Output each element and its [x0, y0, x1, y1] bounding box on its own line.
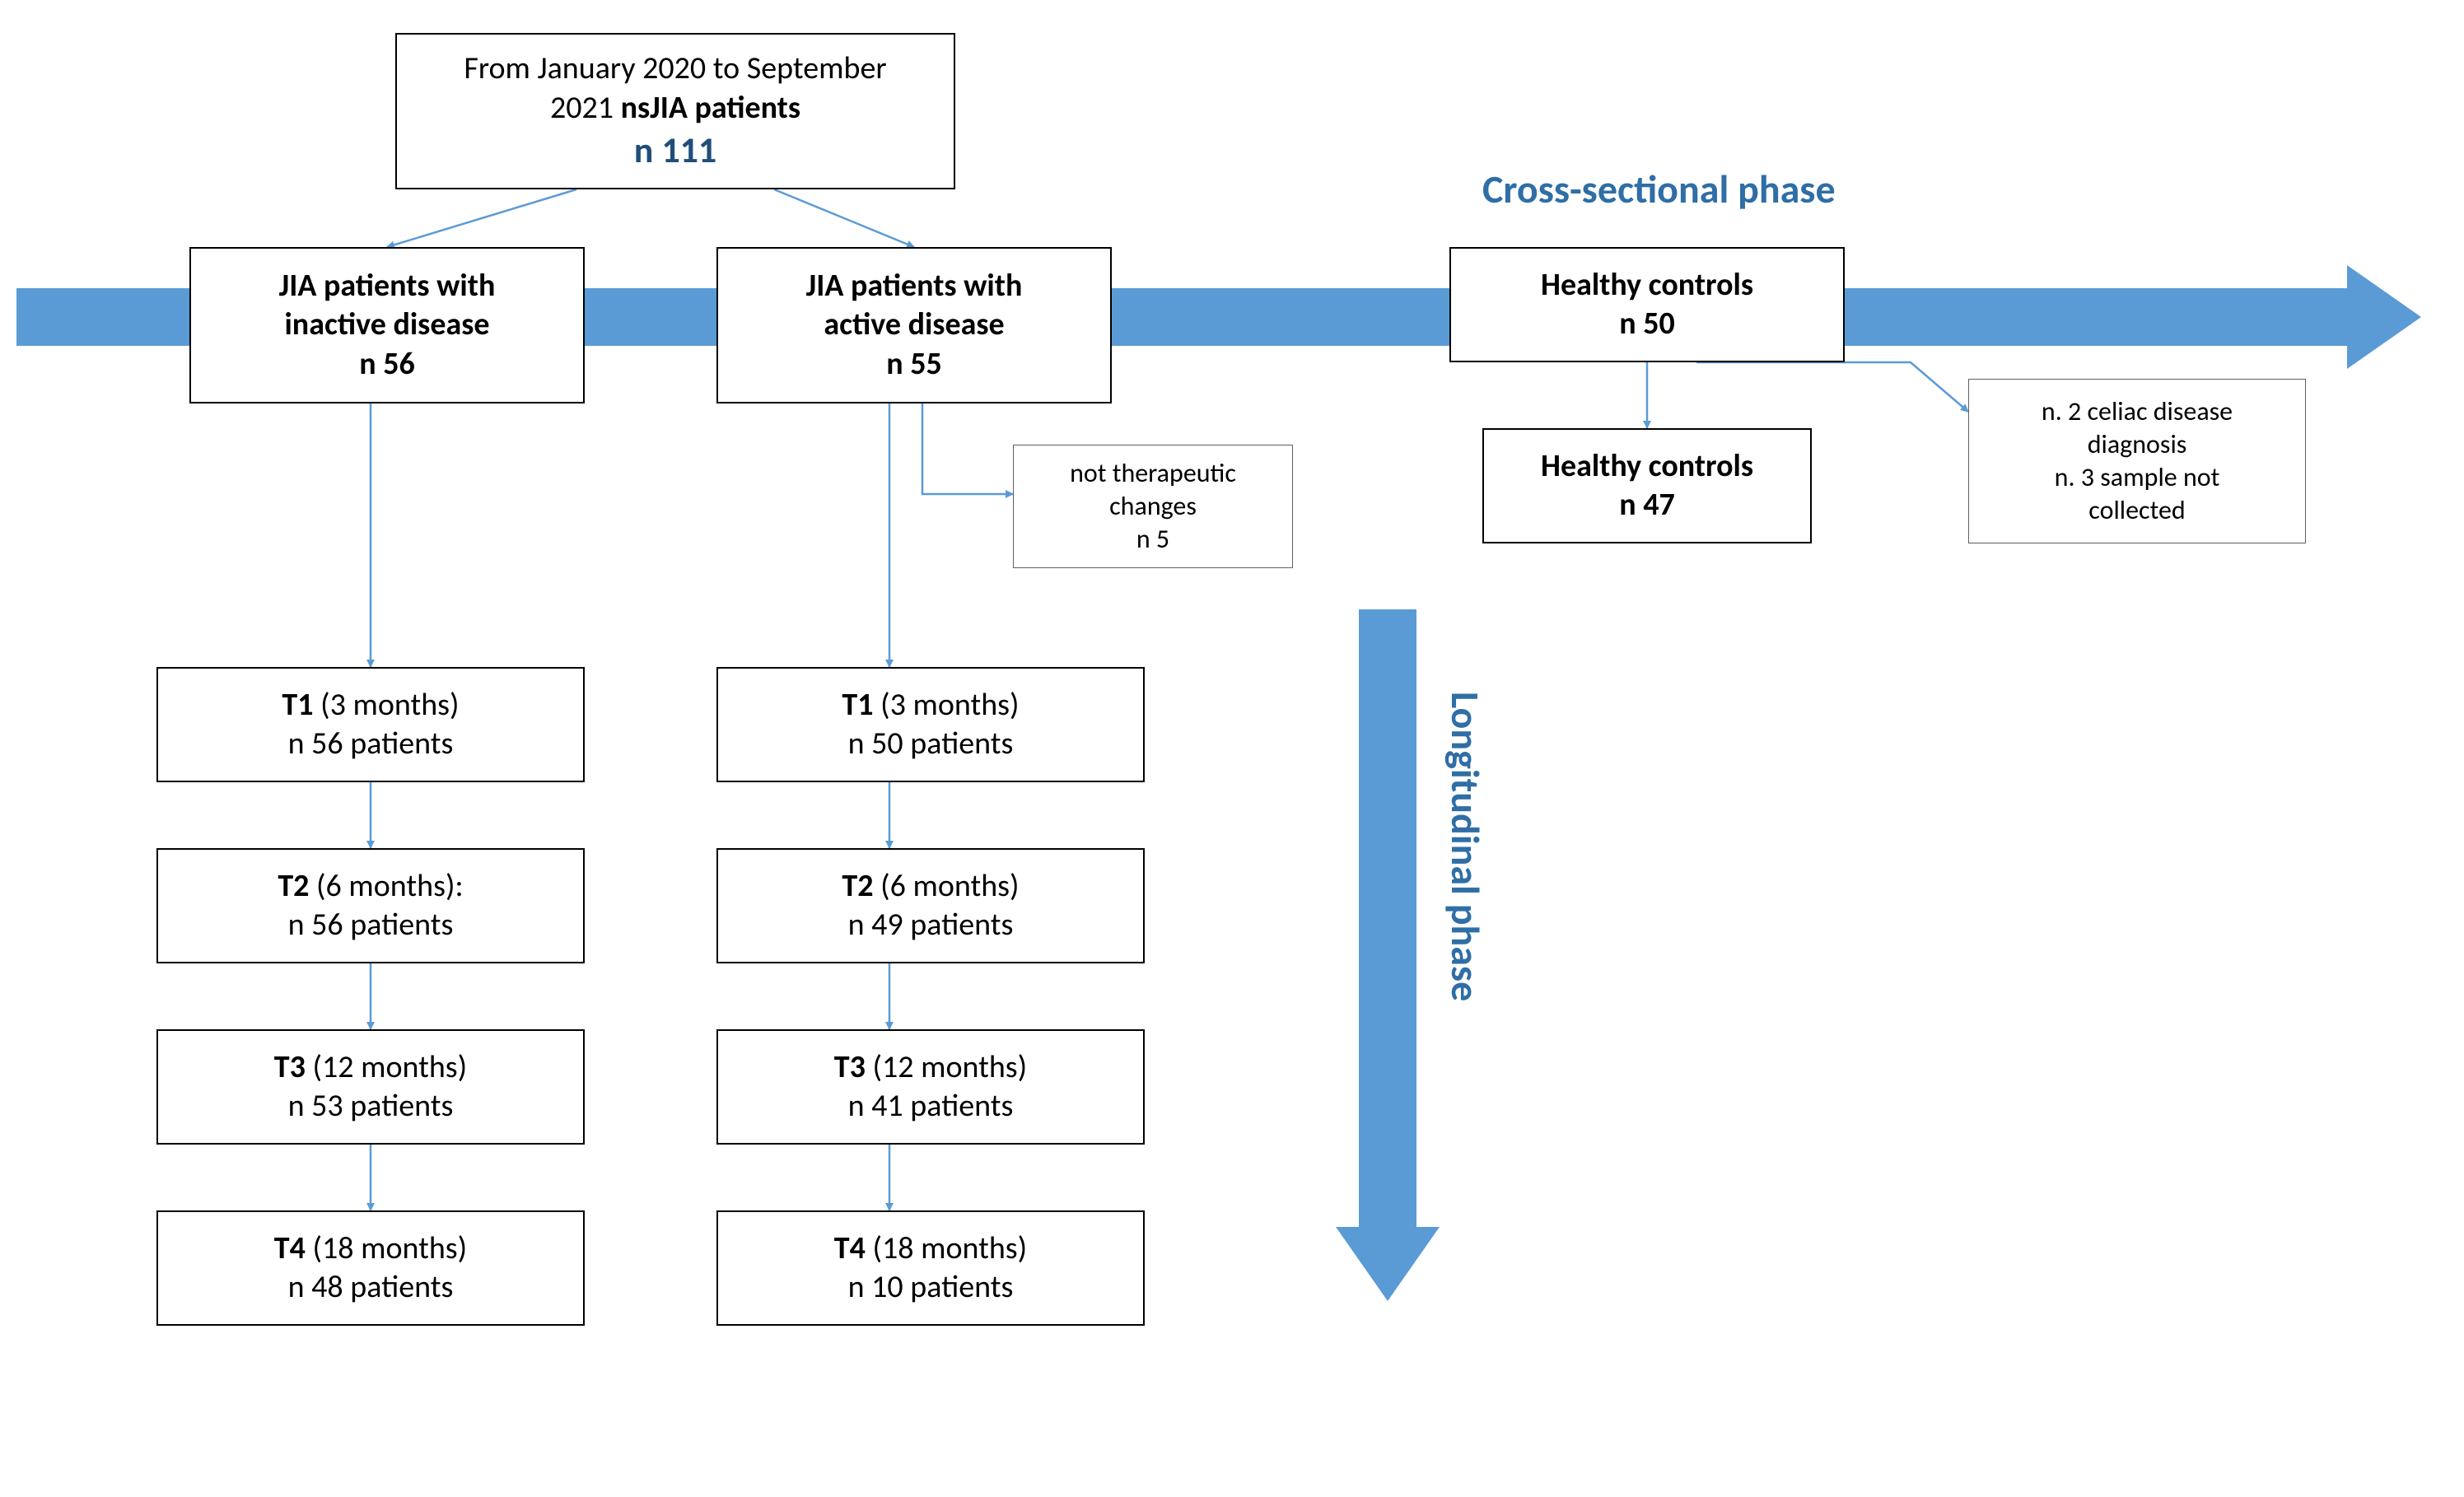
t-count: n 10 patients [848, 1268, 1014, 1308]
t-rest: (3 months) [874, 686, 1020, 724]
root-line2-bold: nsJIA patients [621, 89, 800, 127]
t-rest: (3 months) [314, 686, 460, 724]
t-line1: T3 (12 months) [834, 1048, 1027, 1088]
t-bold: T4 [834, 1229, 866, 1267]
longitudinal-label: Longitudinal phase [1441, 692, 1490, 1001]
node-exclusion-healthy: n. 2 celiac disease diagnosis n. 3 sampl… [1968, 379, 2306, 543]
t-count: n 41 patients [848, 1087, 1014, 1126]
excl-healthy-l2: diagnosis [2088, 428, 2187, 461]
t-line1: T3 (12 months) [274, 1048, 467, 1088]
t-line1: T2 (6 months): [278, 867, 463, 907]
node-root: From January 2020 to September 2021 nsJI… [395, 33, 955, 189]
root-line1: From January 2020 to September [464, 49, 886, 89]
t-line1: T4 (18 months) [274, 1229, 467, 1269]
healthy47-title: Healthy controls [1541, 447, 1753, 487]
healthy47-count: n 47 [1619, 486, 1675, 525]
node-inactive-t4: T4 (18 months) n 48 patients [156, 1210, 585, 1326]
t-line1: T1 (3 months) [842, 686, 1019, 725]
t-bold: T1 [842, 686, 873, 724]
t-count: n 56 patients [288, 906, 454, 945]
t-count: n 53 patients [288, 1087, 454, 1126]
root-line2-pre: 2021 [550, 89, 621, 127]
active-title1: JIA patients with [806, 267, 1023, 306]
node-active-t1: T1 (3 months) n 50 patients [716, 667, 1145, 782]
node-active-t3: T3 (12 months) n 41 patients [716, 1029, 1145, 1145]
node-active: JIA patients with active disease n 55 [716, 247, 1112, 403]
t-rest: (12 months) [866, 1048, 1027, 1086]
inactive-title2: inactive disease [284, 305, 489, 345]
t-bold: T3 [274, 1048, 306, 1086]
phase-label-text: Longitudinal phase [1441, 692, 1490, 1001]
active-title2: active disease [824, 305, 1004, 345]
t-line1: T1 (3 months) [282, 686, 459, 725]
t-line1: T4 (18 months) [834, 1229, 1027, 1269]
node-inactive: JIA patients with inactive disease n 56 [189, 247, 585, 403]
t-rest: (6 months) [874, 867, 1020, 905]
t-rest: (12 months) [306, 1048, 467, 1086]
node-exclusion-active: not therapeutic changes n 5 [1013, 445, 1293, 568]
node-healthy50: Healthy controls n 50 [1449, 247, 1845, 362]
excl-healthy-l4: collected [2088, 494, 2185, 527]
t-bold: T4 [274, 1229, 306, 1267]
node-inactive-t3: T3 (12 months) n 53 patients [156, 1029, 585, 1145]
healthy50-count: n 50 [1619, 305, 1675, 344]
t-count: n 48 patients [288, 1268, 454, 1308]
excl-active-l1: not therapeutic [1070, 457, 1236, 490]
node-inactive-t2: T2 (6 months): n 56 patients [156, 848, 585, 963]
node-healthy47: Healthy controls n 47 [1482, 428, 1812, 543]
excl-healthy-l3: n. 3 sample not [2055, 461, 2220, 494]
excl-active-l2: changes [1109, 490, 1197, 523]
root-line2: 2021 nsJIA patients [550, 89, 800, 128]
inactive-count: n 56 [359, 345, 415, 385]
t-bold: T2 [278, 867, 309, 905]
t-rest: (18 months) [306, 1229, 467, 1267]
node-active-t2: T2 (6 months) n 49 patients [716, 848, 1145, 963]
t-rest: (18 months) [866, 1229, 1027, 1267]
phase-label-text: Cross-sectional phase [1482, 165, 1836, 213]
t-count: n 49 patients [848, 906, 1014, 945]
healthy50-title: Healthy controls [1541, 266, 1753, 305]
t-rest: (6 months): [309, 867, 463, 905]
excl-healthy-l1: n. 2 celiac disease [2042, 395, 2233, 428]
t-count: n 50 patients [848, 725, 1014, 764]
root-count-text: n 111 [634, 128, 716, 172]
active-count: n 55 [886, 345, 942, 385]
node-inactive-t1: T1 (3 months) n 56 patients [156, 667, 585, 782]
t-count: n 56 patients [288, 725, 454, 764]
t-bold: T1 [282, 686, 313, 724]
node-active-t4: T4 (18 months) n 10 patients [716, 1210, 1145, 1326]
flowchart-canvas: Cross-sectional phase Longitudinal phase… [0, 0, 2464, 1497]
excl-active-count: n 5 [1136, 523, 1169, 556]
cross-sectional-label: Cross-sectional phase [1482, 165, 1836, 213]
t-line1: T2 (6 months) [842, 867, 1019, 907]
t-bold: T2 [842, 867, 873, 905]
inactive-title1: JIA patients with [279, 267, 496, 306]
root-count: n 111 [634, 128, 716, 173]
t-bold: T3 [834, 1048, 866, 1086]
